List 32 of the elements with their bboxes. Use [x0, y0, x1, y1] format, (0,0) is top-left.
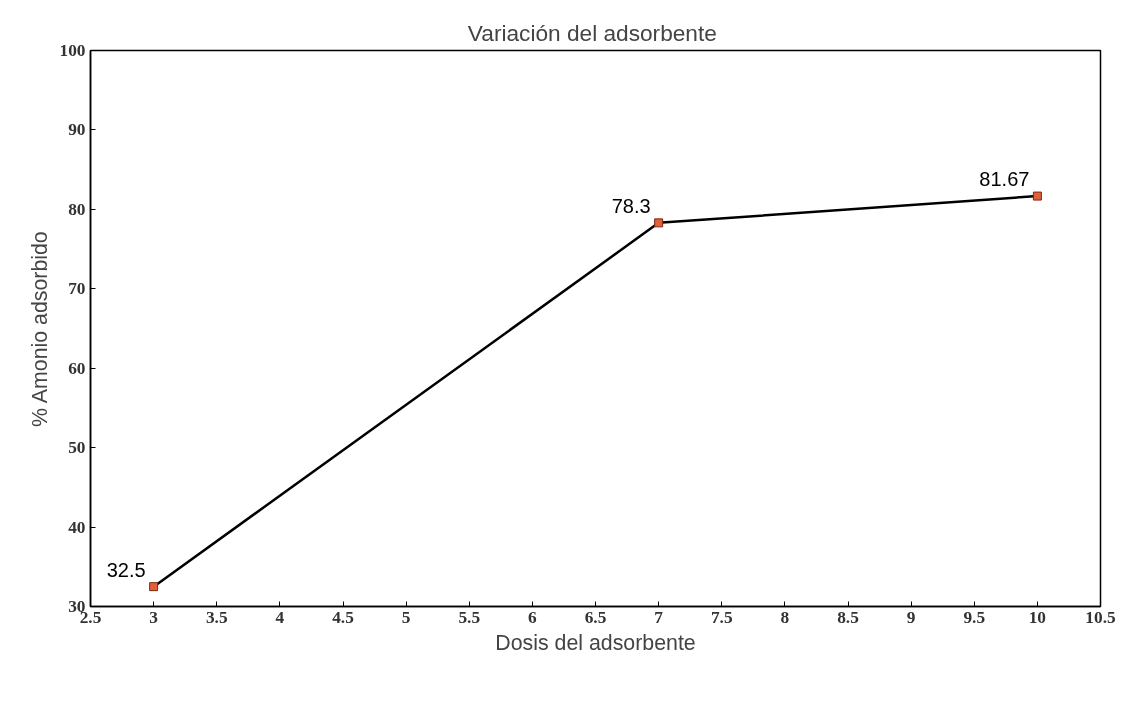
- x-tick-label: 3.5: [205, 607, 228, 627]
- x-tick-label: 3: [149, 607, 159, 627]
- y-tick-label: 90: [68, 120, 86, 140]
- data-label: 78.3: [611, 194, 651, 217]
- y-tick-label: 70: [68, 279, 86, 299]
- x-tick-label: 6.5: [584, 607, 607, 627]
- x-tick-label: 10.5: [1085, 607, 1116, 627]
- y-tick-label: 40: [68, 517, 86, 537]
- x-tick-label: 6: [528, 607, 538, 627]
- x-tick-label: 5.5: [458, 607, 481, 627]
- y-tick-label: 100: [59, 41, 86, 60]
- y-axis-title: % Amonio adsorbido: [27, 231, 52, 427]
- x-tick-label: 7: [654, 607, 664, 627]
- x-tick-label: 9.5: [963, 607, 986, 627]
- x-tick-label: 8: [780, 607, 790, 627]
- chart-title: Variación del adsorbente: [467, 19, 717, 46]
- x-tick-label: 8.5: [837, 607, 860, 627]
- x-tick-label: 4.5: [332, 607, 355, 627]
- x-tick-label: 10: [1028, 607, 1047, 627]
- y-tick-label: 80: [68, 199, 86, 219]
- point: [149, 582, 159, 592]
- x-axis-title: Dosis del adsorbente: [495, 630, 696, 655]
- y-tick-label: 60: [68, 358, 86, 378]
- point: [1032, 191, 1042, 201]
- x-tick-label: 5: [401, 607, 411, 627]
- y-tick-label: 50: [68, 438, 86, 458]
- point: [654, 218, 664, 228]
- x-tick-label: 4: [275, 607, 285, 627]
- x-tick-label: 7.5: [710, 607, 733, 627]
- data-label: 32.5: [106, 558, 146, 581]
- data-label: 81.67: [979, 168, 1030, 191]
- x-tick-label: 9: [906, 607, 916, 627]
